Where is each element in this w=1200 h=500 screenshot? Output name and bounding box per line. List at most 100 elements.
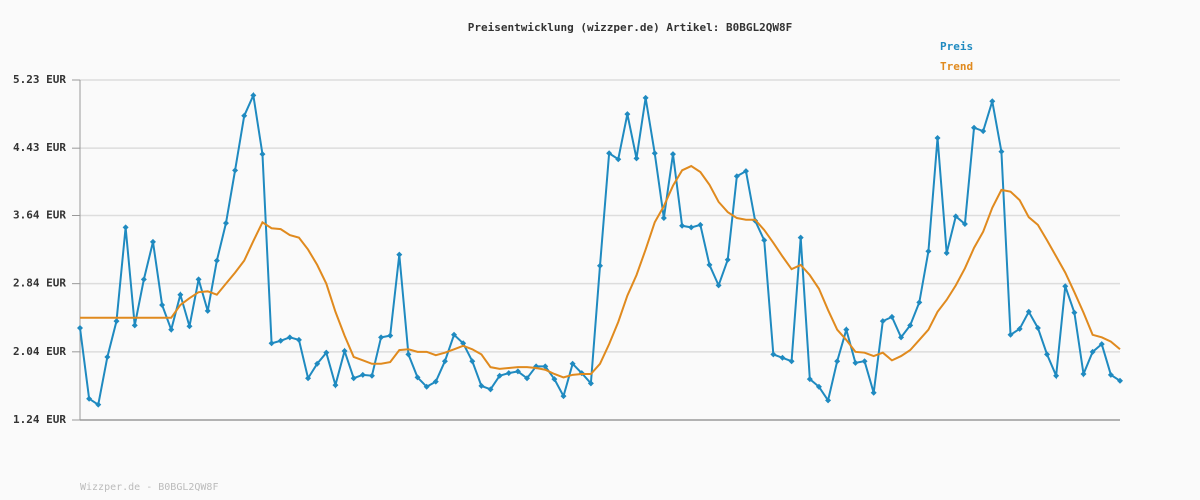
data-point [505,370,512,377]
data-point [314,360,321,367]
data-point [140,276,147,283]
data-point [396,251,403,258]
data-point [222,220,229,227]
data-point [1053,372,1060,379]
data-point [861,358,868,365]
data-point [587,380,594,387]
data-point [542,363,549,370]
data-point [1117,377,1123,384]
data-point [898,334,905,341]
data-point [888,313,895,320]
data-point [980,128,987,135]
data-point [159,301,166,308]
data-point [368,372,375,379]
chart-title: Preisentwicklung (wizzper.de) Artikel: B… [468,21,793,34]
data-point [524,375,531,382]
data-point [907,322,914,329]
data-point [879,318,886,325]
data-point [441,358,448,365]
data-point [186,323,193,330]
data-point [496,372,503,379]
data-point [122,224,129,231]
data-point [213,257,220,264]
y-tick-label: 2.84 EUR [13,277,66,290]
data-point [952,213,959,220]
data-point [688,224,695,231]
y-tick-label: 4.43 EUR [13,141,66,154]
footer: Wizzper.de - B0BGL2QW8F [80,482,218,493]
data-point [843,326,850,333]
data-point [1080,370,1087,377]
data-point [961,221,968,228]
data-point [606,150,613,157]
data-point [742,168,749,175]
data-point [332,382,339,389]
y-tick-label: 2.04 EUR [13,345,66,358]
y-tick-label: 5.23 EUR [13,73,66,86]
legend-label: Preis [940,40,973,53]
data-point [551,376,558,383]
data-point [788,358,795,365]
data-point [825,397,832,404]
data-point [95,401,102,408]
data-point [359,371,366,378]
data-point [286,334,293,341]
data-point [478,382,485,389]
data-point [1107,371,1114,378]
data-point [779,354,786,361]
data-point [323,349,330,356]
data-point [460,340,467,347]
data-point [195,276,202,283]
data-point [1062,283,1069,290]
y-tick-label: 3.64 EUR [13,208,66,221]
data-point [569,360,576,367]
data-point [971,124,978,131]
data-point [770,351,777,358]
data-point [1098,341,1105,348]
data-point [852,359,859,366]
data-point [597,262,603,269]
series-line [80,164,1121,379]
data-point [1025,308,1032,315]
data-point [451,331,458,338]
data-point [405,351,412,358]
data-point [669,151,676,158]
data-point [305,375,312,382]
data-point [651,150,658,157]
y-tick-label: 1.24 EUR [13,413,66,426]
legend-label: Trend [940,60,973,73]
data-point [469,358,476,365]
data-point [642,94,649,101]
data-point [113,318,120,325]
data-point [715,282,722,289]
data-point [77,324,83,331]
data-point [660,215,667,222]
data-point [487,386,494,393]
data-point [250,92,257,99]
data-point [414,374,421,381]
data-point [1034,324,1041,331]
data-point [232,167,239,174]
data-point [916,299,923,306]
data-point [925,248,932,255]
data-point [934,134,941,141]
data-point [733,173,740,180]
data-point [697,221,704,228]
data-point [378,334,385,341]
data-point [168,326,175,333]
data-point [1089,348,1096,355]
data-point [724,256,731,263]
data-point [624,111,631,118]
data-point [943,249,950,256]
data-point [633,155,640,162]
data-point [797,234,804,241]
data-point [1044,351,1051,358]
data-point [834,358,841,365]
data-point [104,353,111,360]
data-point [815,383,822,390]
data-point [131,322,138,329]
data-point [177,291,184,298]
data-point [998,148,1005,155]
